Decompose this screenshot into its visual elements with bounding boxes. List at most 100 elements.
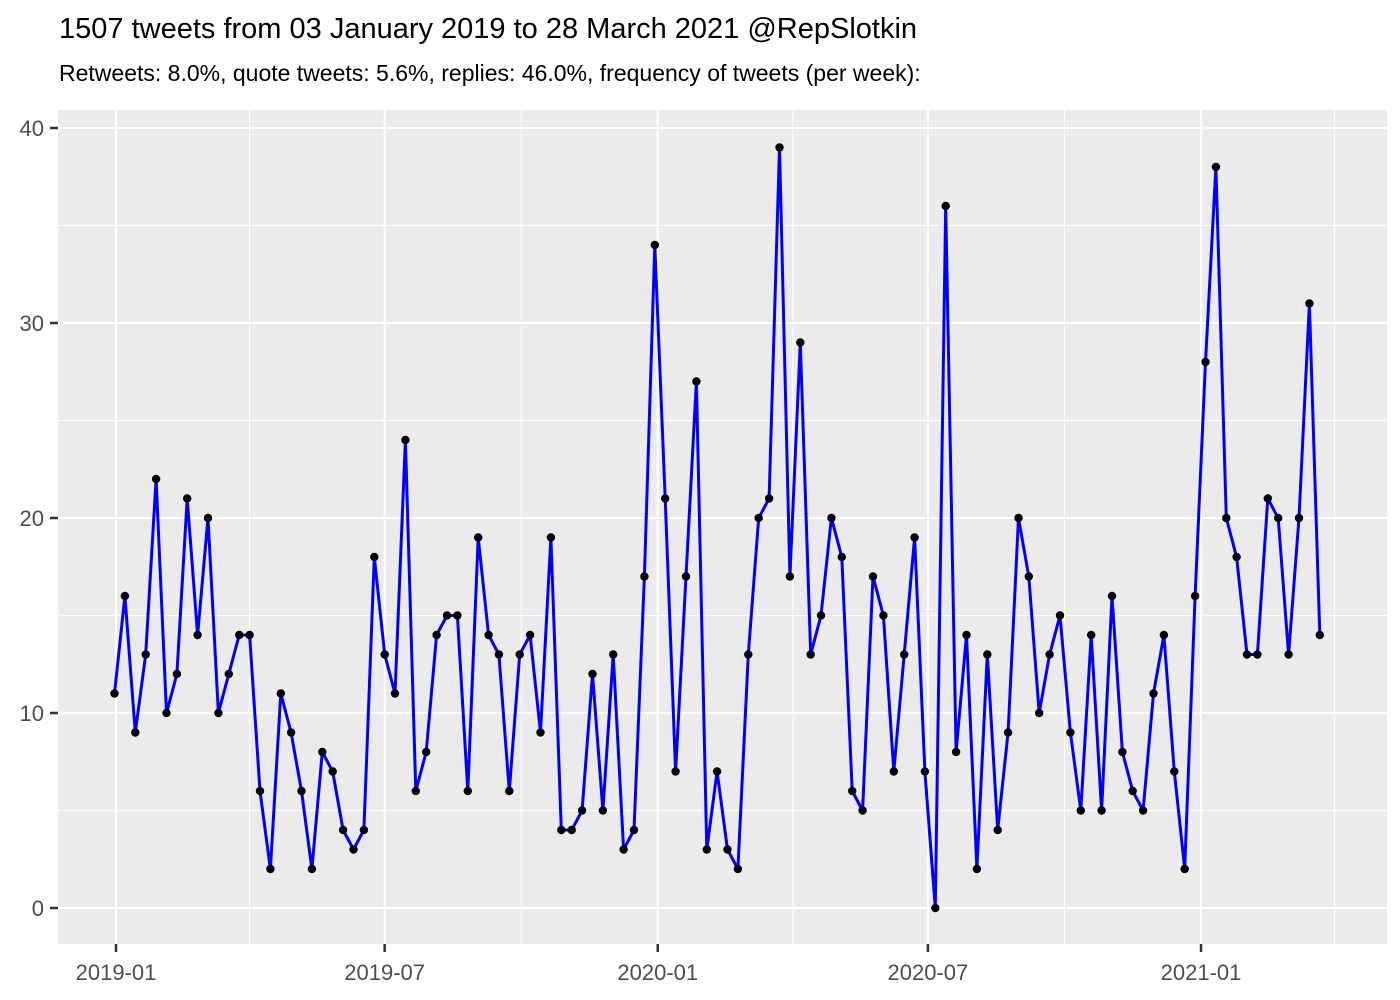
- data-point: [1190, 591, 1200, 601]
- data-point: [598, 806, 608, 815]
- data-point: [349, 845, 358, 854]
- data-point: [733, 864, 743, 874]
- data-point: [245, 630, 254, 640]
- x-axis-label: 2019-07: [344, 960, 425, 985]
- data-point: [1159, 630, 1169, 640]
- data-point: [1014, 513, 1023, 523]
- data-point: [297, 786, 306, 796]
- tweets-per-week-points: [110, 143, 1325, 913]
- data-point: [712, 767, 722, 776]
- data-point: [931, 903, 940, 913]
- chart-title: 1507 tweets from 03 January 2019 to 28 M…: [59, 13, 918, 45]
- data-point: [640, 572, 649, 581]
- data-point: [1315, 630, 1325, 640]
- data-point: [567, 825, 576, 835]
- data-point: [370, 552, 379, 562]
- data-point: [1003, 728, 1013, 737]
- data-point: [328, 767, 337, 776]
- data-point: [1232, 552, 1241, 562]
- data-point: [1284, 650, 1293, 659]
- data-point: [131, 728, 140, 737]
- data-point: [1097, 806, 1106, 815]
- data-point: [910, 533, 919, 542]
- data-point: [702, 845, 711, 854]
- data-point: [1138, 806, 1148, 815]
- data-point: [588, 669, 597, 679]
- data-point: [1274, 513, 1283, 523]
- data-point: [868, 572, 878, 581]
- data-point: [1222, 513, 1231, 523]
- data-point: [754, 513, 763, 523]
- data-point: [422, 747, 431, 757]
- data-point: [214, 708, 223, 718]
- data-point: [796, 338, 805, 347]
- x-axis-label: 2020-01: [617, 960, 698, 985]
- data-point: [151, 474, 161, 484]
- data-point: [525, 630, 535, 640]
- data-point: [1035, 708, 1044, 718]
- data-point: [972, 864, 982, 874]
- data-point: [1128, 786, 1137, 796]
- data-point: [307, 864, 317, 874]
- chart-subtitle: Retweets: 8.0%, quote tweets: 5.6%, repl…: [59, 60, 921, 86]
- data-point: [224, 669, 233, 679]
- data-point: [785, 572, 795, 581]
- data-point: [900, 650, 909, 659]
- data-point: [764, 494, 774, 503]
- data-point: [951, 747, 961, 757]
- data-point: [494, 650, 504, 659]
- gridlines-minor: [58, 110, 1387, 944]
- data-point: [827, 513, 836, 523]
- data-point: [359, 825, 369, 835]
- data-point: [941, 201, 950, 211]
- data-point: [390, 689, 400, 698]
- data-point: [536, 728, 545, 737]
- x-axis-label: 2020-07: [888, 960, 969, 985]
- data-point: [557, 825, 566, 835]
- data-point: [193, 630, 202, 640]
- data-point: [515, 650, 524, 659]
- data-point: [993, 825, 1002, 835]
- data-point: [411, 786, 420, 796]
- y-axis-label: 40: [20, 116, 44, 141]
- data-point: [120, 591, 130, 601]
- data-point: [629, 825, 639, 835]
- data-point: [474, 533, 483, 542]
- x-axis-label: 2019-01: [76, 960, 157, 985]
- data-point: [1149, 689, 1158, 698]
- data-point: [141, 650, 150, 659]
- data-point: [318, 747, 327, 757]
- data-point: [266, 864, 275, 874]
- data-point: [879, 611, 888, 620]
- data-point: [889, 767, 898, 776]
- x-axis-ticks: [114, 944, 1203, 952]
- data-point: [671, 767, 680, 776]
- data-point: [650, 240, 659, 250]
- y-axis-label: 20: [20, 506, 44, 531]
- y-axis-labels: 0 10 20 30 40: [20, 116, 44, 921]
- data-point: [432, 630, 441, 640]
- data-point: [692, 377, 701, 386]
- data-point: [920, 767, 930, 776]
- data-point: [1118, 747, 1127, 757]
- data-point: [183, 494, 192, 503]
- data-point: [1242, 650, 1252, 659]
- x-axis-labels: 2019-01 2019-07 2020-01 2020-07 2021-01: [76, 960, 1242, 985]
- data-point: [837, 552, 846, 562]
- data-point: [1066, 728, 1075, 737]
- data-point: [577, 806, 587, 815]
- data-point: [255, 786, 265, 796]
- data-point: [661, 494, 670, 503]
- data-point: [463, 786, 472, 796]
- data-point: [1045, 650, 1054, 659]
- data-point: [983, 650, 992, 659]
- data-point: [235, 630, 244, 640]
- data-point: [806, 650, 815, 659]
- data-point: [505, 786, 514, 796]
- data-point: [546, 533, 556, 542]
- data-point: [162, 708, 171, 718]
- y-axis-ticks: [50, 126, 58, 910]
- y-axis-label: 30: [20, 311, 44, 336]
- data-point: [1211, 162, 1221, 172]
